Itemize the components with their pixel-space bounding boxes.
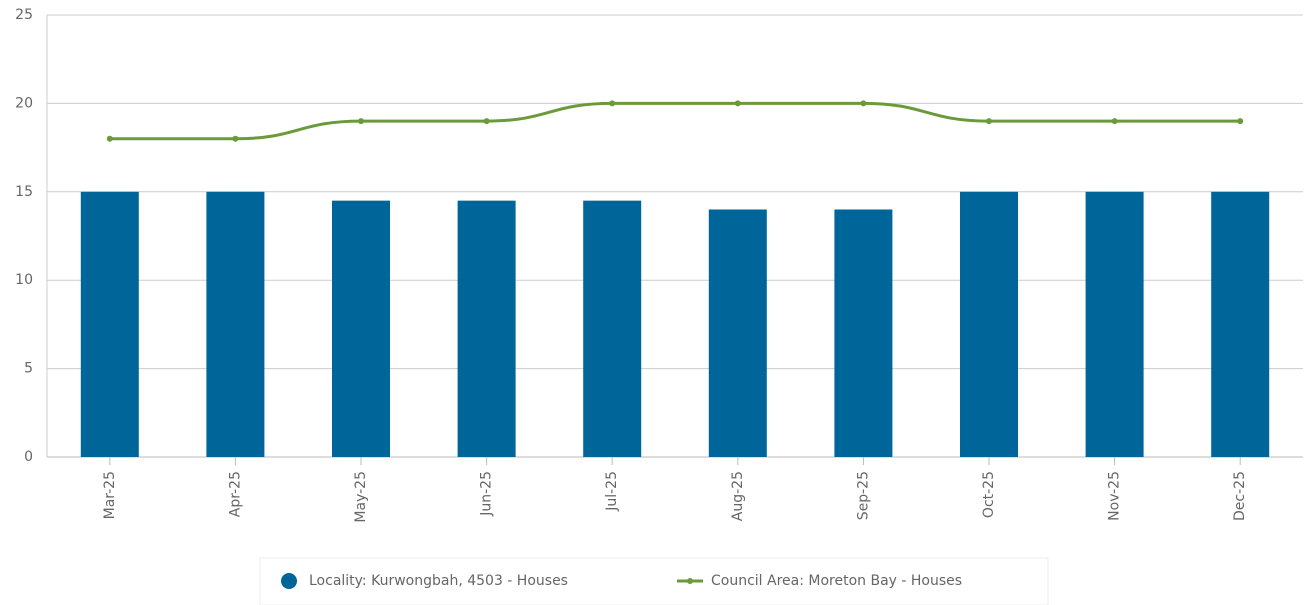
legend-label: Council Area: Moreton Bay - Houses [711, 573, 962, 589]
x-tick-label: Aug-25 [730, 471, 746, 521]
y-tick-label: 20 [15, 95, 33, 111]
point [609, 100, 616, 107]
x-tick-label: Sep-25 [855, 471, 871, 520]
bar [834, 209, 893, 457]
bar [80, 191, 139, 458]
bar [1085, 191, 1144, 458]
x-tick-label: Jul-25 [604, 471, 620, 512]
bar [206, 191, 265, 458]
point [358, 118, 364, 125]
legend-marker [687, 578, 693, 584]
bar [1211, 191, 1270, 458]
y-tick-label: 10 [15, 272, 33, 288]
y-tick-label: 25 [15, 7, 33, 23]
x-tick-label: May-25 [353, 471, 369, 523]
point [483, 118, 490, 125]
x-tick-label: Apr-25 [227, 471, 243, 517]
bar [960, 191, 1018, 458]
x-tick-label: Nov-25 [1107, 471, 1123, 521]
bar [708, 209, 767, 457]
x-tick-label: Oct-25 [981, 471, 997, 518]
point [232, 135, 239, 142]
bar [457, 200, 516, 457]
bar [583, 200, 642, 457]
x-tick-label: Mar-25 [102, 471, 118, 519]
point [734, 100, 741, 107]
y-tick-label: 5 [24, 361, 33, 377]
line [109, 101, 1241, 141]
point [986, 118, 992, 125]
bar [332, 200, 390, 457]
legend-label: Locality: Kurwongbah, 4503 - Houses [309, 573, 568, 589]
point [1237, 118, 1244, 125]
point [106, 135, 113, 142]
x-tick-label: Dec-25 [1232, 471, 1248, 521]
legend-marker [281, 573, 297, 589]
point [1111, 118, 1118, 125]
x-tick-label: Jun-25 [479, 471, 495, 517]
point [860, 100, 867, 107]
y-tick-label: 0 [24, 449, 33, 465]
legend-box [259, 557, 1049, 605]
y-tick-label: 15 [15, 184, 33, 200]
